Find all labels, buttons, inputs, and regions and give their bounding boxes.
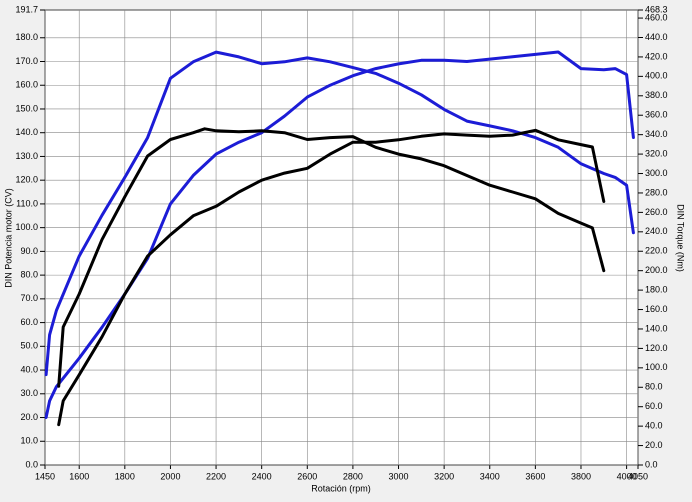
y-axis-label: DIN Potencia motor (CV) — [3, 188, 13, 288]
y2-tick-label: 40.0 — [645, 421, 663, 431]
y-tick-label: 10.0 — [20, 436, 38, 446]
y2-tick-label: 420.0 — [645, 51, 668, 61]
y2-tick-label: 340.0 — [645, 129, 668, 139]
y2-tick-label: 220.0 — [645, 246, 668, 256]
y2-tick-label: 400.0 — [645, 71, 668, 81]
y2-tick-label: 300.0 — [645, 168, 668, 178]
y-tick-label: 110.0 — [16, 198, 38, 208]
y2-tick-label: 280.0 — [645, 187, 668, 197]
y2-tick-label: 100.0 — [645, 362, 668, 372]
x-tick-label: 4000 — [617, 471, 637, 481]
y2-tick-label: 60.0 — [645, 401, 663, 411]
y2-tick-label: 360.0 — [645, 110, 668, 120]
y-tick-label: 160.0 — [15, 80, 38, 90]
y2-tick-label: 320.0 — [645, 148, 668, 158]
y2-tick-label: 460.0 — [645, 12, 668, 22]
x-tick-label: 2200 — [206, 471, 226, 481]
x-tick-label: 2600 — [297, 471, 317, 481]
data-line — [57, 128, 606, 427]
y-tick-label: 130.0 — [15, 151, 38, 161]
y-tick-label: 100.0 — [15, 222, 38, 232]
x-tick-label: 3800 — [571, 471, 591, 481]
y2-tick-label: 140.0 — [645, 323, 668, 333]
data-line — [44, 50, 635, 377]
data-line — [57, 127, 606, 388]
y2-tick-label: 0.0 — [645, 459, 658, 469]
x-tick-label: 3600 — [525, 471, 545, 481]
y2-tick-label: 20.0 — [645, 440, 663, 450]
x-tick-label: 3200 — [434, 471, 454, 481]
y-tick-label: 0.0 — [25, 459, 38, 469]
y2-axis-label: DIN Torque (Nm) — [676, 204, 686, 272]
y-tick-label: 20.0 — [20, 412, 38, 422]
y2-tick-label: 120.0 — [645, 343, 668, 353]
y-tick-label: 180.0 — [15, 32, 38, 42]
y-tick-label: 150.0 — [15, 103, 38, 113]
y-tick-label: 191.7 — [15, 4, 38, 14]
y-tick-label: 80.0 — [20, 269, 38, 279]
y-tick-label: 60.0 — [20, 317, 38, 327]
plot-area — [44, 9, 639, 466]
y2-tick-label: 180.0 — [645, 284, 668, 294]
y2-tick-label: 468.3 — [645, 4, 668, 14]
y-tick-label: 50.0 — [20, 341, 38, 351]
x-tick-label: 1800 — [115, 471, 135, 481]
y-tick-label: 140.0 — [15, 127, 38, 137]
y2-tick-label: 160.0 — [645, 304, 668, 314]
y2-tick-label: 440.0 — [645, 32, 668, 42]
x-tick-label: 3400 — [480, 471, 500, 481]
x-tick-label: 2800 — [343, 471, 363, 481]
y2-tick-label: 380.0 — [645, 90, 668, 100]
x-axis-label: Rotación (rpm) — [311, 483, 371, 493]
y2-tick-label: 80.0 — [645, 382, 663, 392]
x-tick-label: 1450 — [35, 471, 55, 481]
x-tick-label: 4050 — [628, 471, 648, 481]
x-tick-label: 3000 — [389, 471, 409, 481]
y-tick-label: 70.0 — [20, 293, 38, 303]
y-tick-label: 90.0 — [20, 246, 38, 256]
y-tick-label: 170.0 — [15, 56, 38, 66]
x-tick-label: 2000 — [160, 471, 180, 481]
y-tick-label: 120.0 — [15, 175, 38, 185]
y2-tick-label: 240.0 — [645, 226, 668, 236]
x-tick-label: 1600 — [69, 471, 89, 481]
y2-tick-label: 200.0 — [645, 265, 668, 275]
y2-tick-label: 260.0 — [645, 207, 668, 217]
x-tick-label: 2400 — [252, 471, 272, 481]
y-tick-label: 30.0 — [20, 388, 38, 398]
y-tick-label: 40.0 — [20, 364, 38, 374]
